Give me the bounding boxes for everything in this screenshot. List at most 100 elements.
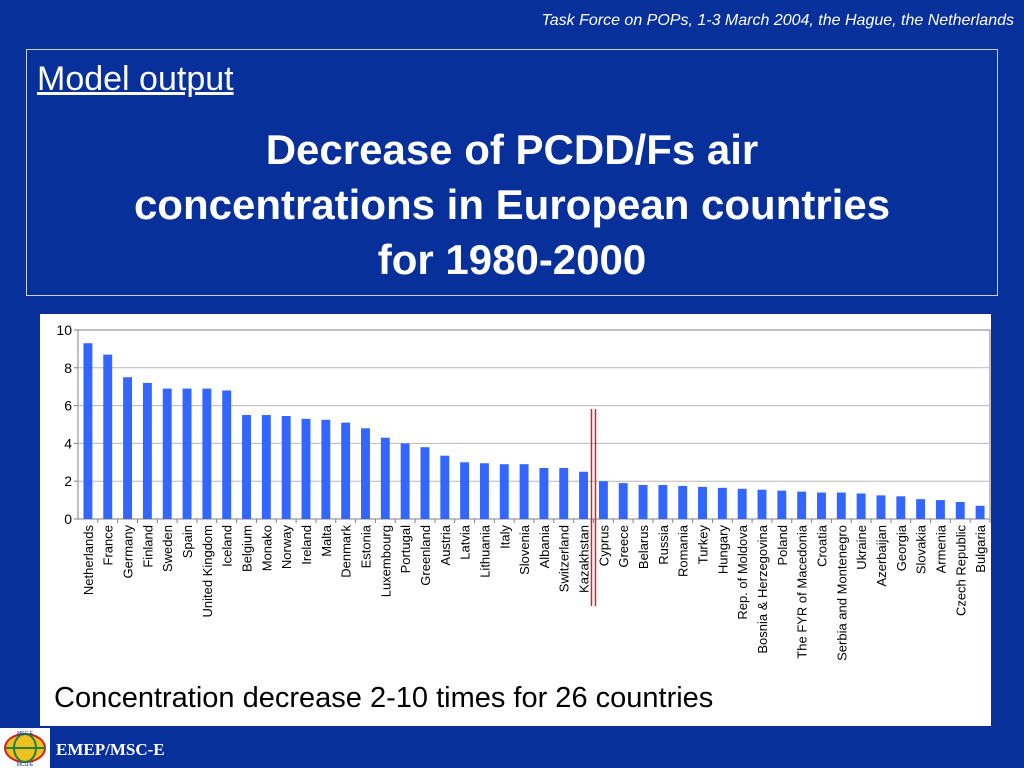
x-tick-label: Belarus xyxy=(636,525,651,570)
footer-label: EMEP/MSC-E xyxy=(56,740,165,759)
x-tick-label: Turkey xyxy=(696,525,711,565)
bar xyxy=(400,443,410,519)
bar xyxy=(222,390,232,519)
page-title: Decrease of PCDD/Fs air concentrations i… xyxy=(27,122,997,287)
bar xyxy=(717,487,727,519)
bar xyxy=(519,464,529,519)
bar xyxy=(321,419,331,519)
title-line-3: for 1980-2000 xyxy=(377,236,647,283)
bar xyxy=(420,447,430,519)
bar xyxy=(876,495,886,519)
emep-logo-icon: MSC-E MCЦ-Е xyxy=(0,728,50,768)
x-tick-label: Portugal xyxy=(398,525,413,574)
bar xyxy=(361,428,370,519)
bar xyxy=(757,489,767,519)
bar xyxy=(638,484,648,519)
x-tick-label: Slovakia xyxy=(914,524,929,574)
x-tick-label: Malta xyxy=(319,524,334,557)
x-tick-label: Switzerland xyxy=(557,525,572,592)
x-tick-label: Kazakhstan xyxy=(577,525,592,593)
y-tick-label: 0 xyxy=(64,511,72,527)
bar xyxy=(281,415,291,519)
x-tick-label: Russia xyxy=(656,524,671,565)
bar xyxy=(658,484,668,519)
x-tick-label: Spain xyxy=(180,525,195,558)
x-tick-label: Poland xyxy=(775,525,790,565)
x-tick-label: Iceland xyxy=(220,525,235,567)
x-tick-label: Norway xyxy=(279,525,294,570)
bar xyxy=(678,485,688,519)
x-tick-label: Croatia xyxy=(814,524,829,567)
bar xyxy=(935,500,945,519)
bar xyxy=(916,499,926,519)
title-box: Model output Decrease of PCDD/Fs air con… xyxy=(26,49,998,296)
bar xyxy=(896,496,906,519)
x-tick-label: Finland xyxy=(140,525,155,568)
bar xyxy=(579,471,589,519)
chart-caption: Concentration decrease 2-10 times for 26… xyxy=(54,682,714,714)
bar xyxy=(142,382,152,519)
x-tick-label: The FYR of Macedonia xyxy=(795,524,810,658)
x-tick-label: Hungary xyxy=(715,525,730,575)
x-tick-label: Slovenia xyxy=(517,524,532,575)
svg-text:MSC-E: MSC-E xyxy=(17,731,34,737)
x-tick-label: Denmark xyxy=(339,525,354,578)
svg-text:MCЦ-Е: MCЦ-Е xyxy=(17,762,34,768)
bar xyxy=(618,483,628,519)
y-tick-label: 4 xyxy=(64,435,72,451)
x-tick-label: Rep. of Moldova xyxy=(735,524,750,619)
bar xyxy=(777,490,787,519)
y-tick-label: 6 xyxy=(64,398,72,414)
x-tick-label: Albania xyxy=(537,524,552,568)
header-note: Task Force on POPs, 1-3 March 2004, the … xyxy=(541,12,1014,29)
bar xyxy=(559,467,569,519)
bar xyxy=(182,388,192,519)
x-tick-label: Bulgaria xyxy=(973,524,988,572)
x-tick-label: Georgia xyxy=(894,524,909,571)
bar xyxy=(341,422,351,519)
bar xyxy=(103,354,113,519)
bar xyxy=(797,491,807,519)
bar xyxy=(955,501,965,519)
x-tick-label: Lithuania xyxy=(477,524,492,578)
bar xyxy=(380,437,390,519)
x-tick-label: Romania xyxy=(676,524,691,577)
bar-chart: 0 2 4 6 8 10 Netherlands France Germany Finland Sw… xyxy=(56,322,991,661)
x-tick-label: Czech Republic xyxy=(953,525,968,617)
bar xyxy=(479,463,489,519)
x-tick-label: Belgium xyxy=(240,525,255,572)
x-tick-label: Greece xyxy=(616,525,631,568)
bar xyxy=(123,377,133,519)
bar xyxy=(202,388,212,519)
bar xyxy=(499,464,509,519)
x-tick-label: Estonia xyxy=(358,524,373,568)
bar xyxy=(460,462,470,519)
bar xyxy=(698,486,707,519)
bar xyxy=(975,505,985,519)
bar xyxy=(83,343,93,519)
bar xyxy=(440,455,450,519)
x-tick-label: Sweden xyxy=(160,525,175,572)
x-tick-label: Germany xyxy=(121,525,136,579)
bar xyxy=(817,492,826,519)
bar xyxy=(242,415,251,519)
x-tick-label: Armenia xyxy=(933,524,948,573)
bar xyxy=(856,493,866,519)
bar xyxy=(598,481,608,519)
bar xyxy=(261,415,271,519)
x-tick-label: France xyxy=(101,525,116,565)
x-tick-label: Azerbaijan xyxy=(874,525,889,586)
bar xyxy=(162,388,172,519)
y-tick-label: 2 xyxy=(64,473,72,489)
bar xyxy=(539,467,549,519)
section-label: Model output xyxy=(37,60,234,98)
x-tick-label: Monako xyxy=(259,525,274,571)
x-tick-label: Serbia and Montenegro xyxy=(834,525,849,661)
chart-panel: 0 2 4 6 8 10 Netherlands France Germany Finland Sw… xyxy=(40,314,991,726)
plot-area xyxy=(77,329,991,520)
bar xyxy=(737,488,747,519)
x-tick-label: Bosnia & Herzegovina xyxy=(755,524,770,653)
x-tick-label: Austria xyxy=(438,524,453,565)
y-tick-label: 10 xyxy=(56,322,72,338)
x-tick-label: Netherlands xyxy=(81,525,96,596)
